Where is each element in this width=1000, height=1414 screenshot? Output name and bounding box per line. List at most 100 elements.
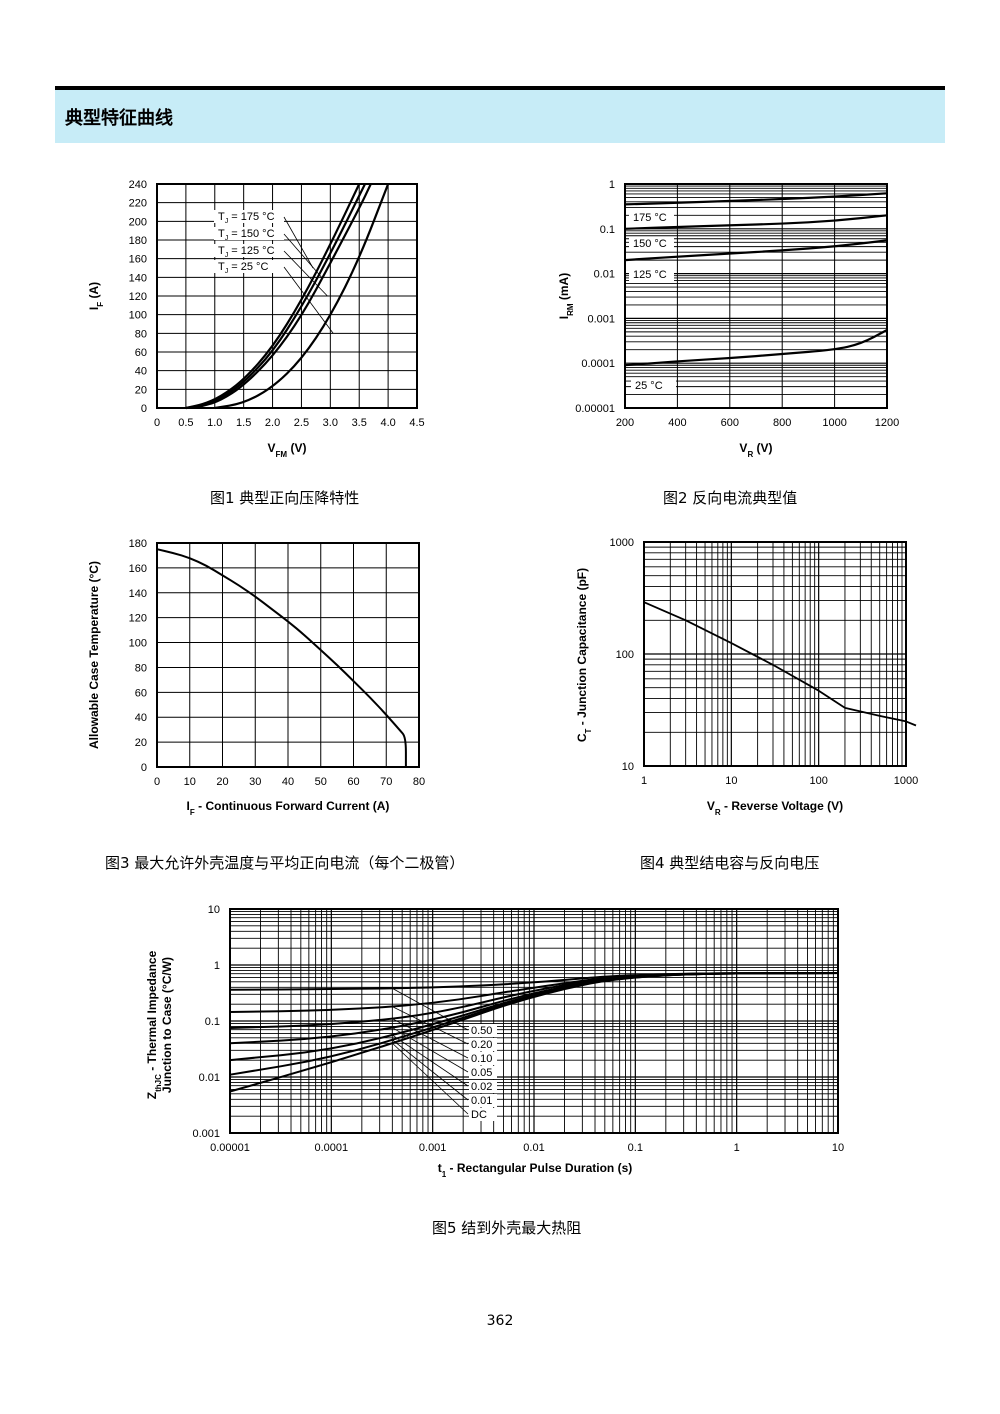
y-axis-label: IRM (mA): [557, 273, 575, 319]
y-tick-label: 1: [214, 960, 220, 972]
duty-leader: [392, 1042, 469, 1115]
plot-frame: [156, 542, 420, 768]
section-header: 典型特征曲线: [55, 90, 945, 143]
x-axis-label: VR (V): [739, 441, 772, 459]
curve-label: 150 °C: [633, 238, 667, 250]
grid: [643, 542, 906, 767]
legend-leader: [283, 266, 334, 334]
y-tick-label: 200: [129, 216, 147, 228]
series-line: [624, 214, 888, 230]
series-line: [229, 972, 839, 1093]
y-tick-label: 240: [129, 179, 147, 191]
legend-label: TJ = 125 °C: [218, 245, 275, 259]
duty-leader: [392, 1006, 469, 1045]
duty-label: 0.50: [471, 1025, 492, 1037]
curve-label-bg: [631, 379, 676, 392]
y-tick-label: 120: [129, 613, 147, 625]
x-tick-label: 2.5: [294, 417, 309, 429]
y-tick-label: 1000: [610, 537, 634, 549]
x-tick-label: 1000: [894, 775, 918, 787]
duty-label-bg: [469, 1024, 497, 1037]
legend-bg: [214, 260, 284, 273]
series-line: [624, 329, 888, 367]
duty-leader: [392, 988, 469, 1031]
duty-label-bg: [469, 1080, 497, 1093]
y-tick-label: 0.0001: [581, 358, 615, 370]
x-tick-label: 1200: [875, 417, 899, 429]
legend-label: TJ = 25 °C: [218, 261, 268, 275]
legend-bg: [214, 227, 284, 240]
y-tick-label: 100: [129, 638, 147, 650]
grid: [624, 184, 888, 409]
x-tick-label: 100: [809, 775, 827, 787]
duty-label: 0.01: [471, 1095, 492, 1107]
duty-leader: [392, 1039, 469, 1101]
y-tick-label: 180: [129, 235, 147, 247]
legend-bg: [214, 210, 284, 223]
x-tick-label: 1: [641, 775, 647, 787]
y-tick-label: 40: [135, 366, 147, 378]
y-tick-label: 60: [135, 687, 147, 699]
grid: [156, 542, 420, 768]
x-axis-label: t1 - Rectangular Pulse Duration (s): [438, 1161, 632, 1179]
series-line: [229, 972, 839, 991]
caption-fig1: 图1 典型正向压降特性: [210, 489, 360, 507]
duty-label-bg: [469, 1094, 497, 1107]
series-line: [643, 601, 917, 727]
legend-leader: [283, 233, 322, 278]
duty-label-bg: [469, 1066, 497, 1079]
x-tick-label: 80: [413, 776, 425, 788]
x-tick-label: 50: [315, 776, 327, 788]
series-line: [185, 183, 361, 410]
x-tick-label: 0: [154, 417, 160, 429]
plot-frame: [624, 183, 888, 409]
y-tick-label: 40: [135, 712, 147, 724]
series-line: [229, 972, 839, 1029]
y-tick-label: 0.001: [587, 313, 615, 325]
series-line: [229, 972, 839, 1076]
x-tick-label: 3.5: [352, 417, 367, 429]
legend-label: TJ = 150 °C: [218, 228, 275, 242]
y-tick-label: 0.001: [192, 1128, 220, 1140]
y-tick-label: 100: [129, 310, 147, 322]
y-tick-label: 10: [622, 761, 634, 773]
plot-frame: [156, 183, 418, 409]
series-line: [156, 548, 407, 767]
x-tick-label: 0: [154, 776, 160, 788]
legend-leader: [283, 216, 314, 269]
caption-fig4: 图4 典型结电容与反向电压: [640, 854, 820, 872]
plot-frame: [643, 541, 907, 767]
legend-label: TJ = 175 °C: [218, 211, 275, 225]
y-tick-label: 160: [129, 563, 147, 575]
y-axis-label-2: Junction to Case (°C/W): [160, 957, 174, 1093]
series-line: [185, 183, 366, 410]
caption-fig2: 图2 反向电流典型值: [663, 489, 798, 507]
x-tick-label: 0.1: [628, 1142, 643, 1154]
x-tick-label: 4.0: [380, 417, 395, 429]
x-tick-label: 60: [347, 776, 359, 788]
y-tick-label: 0: [141, 762, 147, 774]
y-axis-label: IF (A): [87, 282, 105, 310]
y-tick-label: 80: [135, 662, 147, 674]
x-tick-label: 70: [380, 776, 392, 788]
header-rule: [55, 86, 945, 90]
y-tick-label: 0.1: [600, 224, 615, 236]
x-tick-label: 10: [832, 1142, 844, 1154]
curve-label-bg: [629, 237, 674, 250]
series-line: [214, 183, 390, 410]
x-tick-label: 0.01: [523, 1142, 544, 1154]
x-tick-label: 30: [249, 776, 261, 788]
series-line: [229, 972, 839, 1013]
y-axis-label: Allowable Case Temperature (°C): [87, 561, 101, 749]
curve-label-bg: [629, 211, 674, 224]
x-tick-label: 1.0: [207, 417, 222, 429]
legend-leader: [283, 250, 328, 297]
y-axis-label: ZthJC - Thermal Impedance: [145, 950, 163, 1099]
y-axis-label: CT - Junction Capacitance (pF): [575, 568, 593, 742]
y-tick-label: 100: [616, 649, 634, 661]
y-tick-label: 80: [135, 328, 147, 340]
y-tick-label: 220: [129, 198, 147, 210]
